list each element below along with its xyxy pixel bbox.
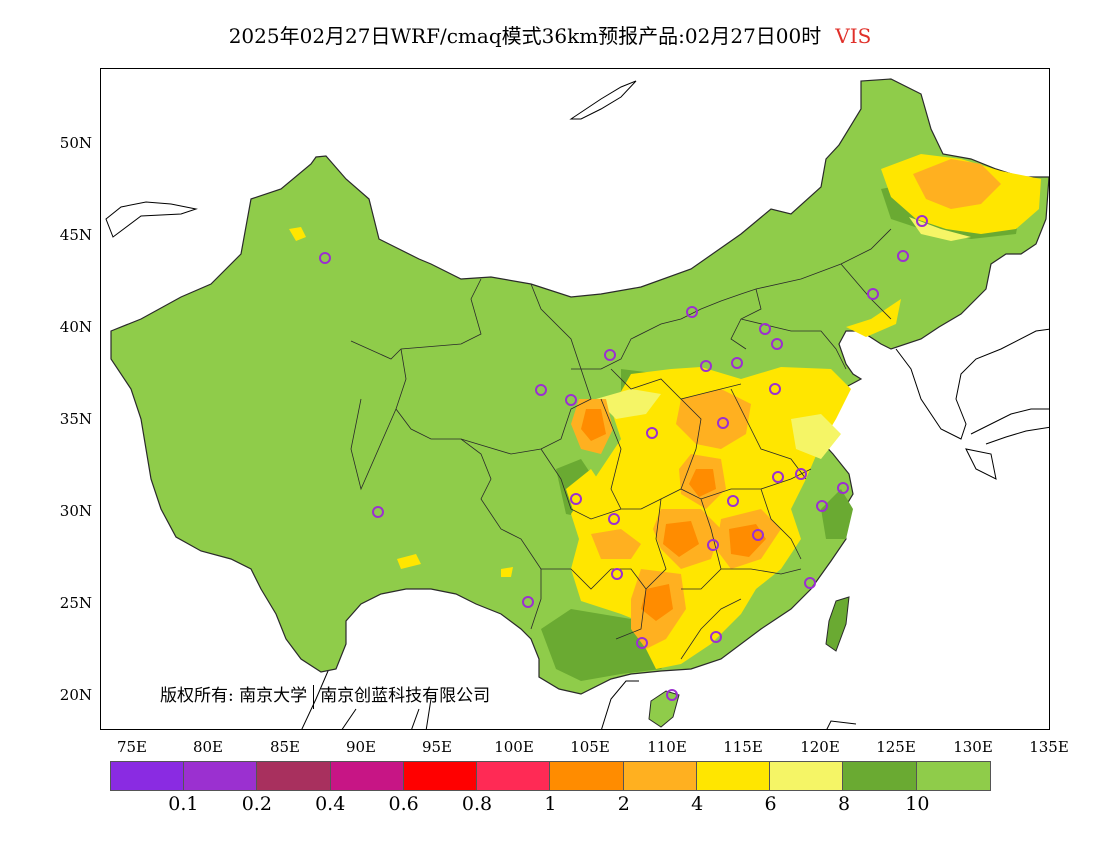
copyright-label: 版权所有: xyxy=(160,686,234,706)
title-variable: VIS xyxy=(835,24,872,48)
lon-label-80e: 80E xyxy=(192,738,224,756)
lon-label-110e: 110E xyxy=(647,738,687,756)
map-frame xyxy=(100,68,1050,730)
coastline-southeast-asia xyxy=(301,650,857,729)
legend-swatch-10 xyxy=(843,762,917,790)
lat-label-30n: 30N xyxy=(59,502,92,520)
copyright-org2: 南京创蓝科技有限公司 xyxy=(320,686,491,706)
legend-swatch-6 xyxy=(550,762,624,790)
lon-label-75e: 75E xyxy=(116,738,148,756)
legend-tick-label: 6 xyxy=(764,793,777,815)
coastline-caspian xyxy=(105,201,198,238)
copyright-note: 版权所有: 南京大学 南京创蓝科技有限公司 xyxy=(160,681,490,709)
legend-tick-label: 0.1 xyxy=(168,793,199,815)
province-boundaries xyxy=(350,228,892,660)
legend-swatch-2 xyxy=(257,762,331,790)
legend-tick-label: 0.2 xyxy=(241,793,272,815)
lat-label-20n: 20N xyxy=(59,686,92,704)
lon-label-100e: 100E xyxy=(494,738,534,756)
legend-swatch-7 xyxy=(623,762,697,790)
visibility-legend-bar xyxy=(110,761,991,791)
legend-swatch-9 xyxy=(770,762,844,790)
legend-swatch-3 xyxy=(330,762,404,790)
china-land xyxy=(110,78,1049,695)
legend-swatch-4 xyxy=(403,762,478,790)
hainan-island xyxy=(648,690,680,728)
legend-swatch-1 xyxy=(184,762,258,790)
lat-label-25n: 25N xyxy=(59,594,92,612)
legend-swatch-11 xyxy=(916,762,990,790)
lat-label-45n: 45N xyxy=(59,226,92,244)
low-visibility-zones xyxy=(289,154,1041,669)
legend-tick-label: 0.4 xyxy=(315,793,346,815)
lon-label-130e: 130E xyxy=(953,738,993,756)
copyright-divider xyxy=(313,684,315,709)
legend-tick-label: 1 xyxy=(544,793,557,815)
lon-label-105e: 105E xyxy=(570,738,610,756)
legend-swatch-0 xyxy=(111,762,185,790)
lon-label-125e: 125E xyxy=(876,738,916,756)
lon-label-135e: 135E xyxy=(1029,738,1069,756)
lon-label-115e: 115E xyxy=(723,738,763,756)
coastline-sakhalin xyxy=(569,80,637,120)
china-visibility-map xyxy=(105,78,1049,729)
lon-label-85e: 85E xyxy=(269,738,301,756)
coastline-japan xyxy=(965,408,1049,480)
station-markers xyxy=(319,215,928,701)
legend-tick-label: 2 xyxy=(617,793,630,815)
legend-tick-label: 8 xyxy=(837,793,851,815)
lat-label-40n: 40N xyxy=(59,318,92,336)
lat-label-50n: 50N xyxy=(59,134,92,152)
title-main: 2025年02月27日WRF/cmaq模式36km预报产品:02月27日00时 xyxy=(228,24,822,48)
legend-tick-label: 10 xyxy=(905,793,930,815)
legend-swatch-8 xyxy=(696,762,771,790)
legend-swatch-5 xyxy=(477,762,551,790)
legend-tick-label: 4 xyxy=(691,793,704,815)
lat-label-35n: 35N xyxy=(59,410,92,428)
taiwan-island xyxy=(825,596,850,652)
lon-label-95e: 95E xyxy=(421,738,453,756)
copyright-org1: 南京大学 xyxy=(239,686,308,706)
map-title: 2025年02月27日WRF/cmaq模式36km预报产品:02月27日00时 V… xyxy=(0,20,1100,49)
coastline-korea-japan xyxy=(895,328,1049,440)
lon-label-90e: 90E xyxy=(345,738,377,756)
lon-label-120e: 120E xyxy=(800,738,840,756)
legend-tick-label: 0.6 xyxy=(388,793,419,815)
legend-tick-label: 0.8 xyxy=(461,793,493,815)
